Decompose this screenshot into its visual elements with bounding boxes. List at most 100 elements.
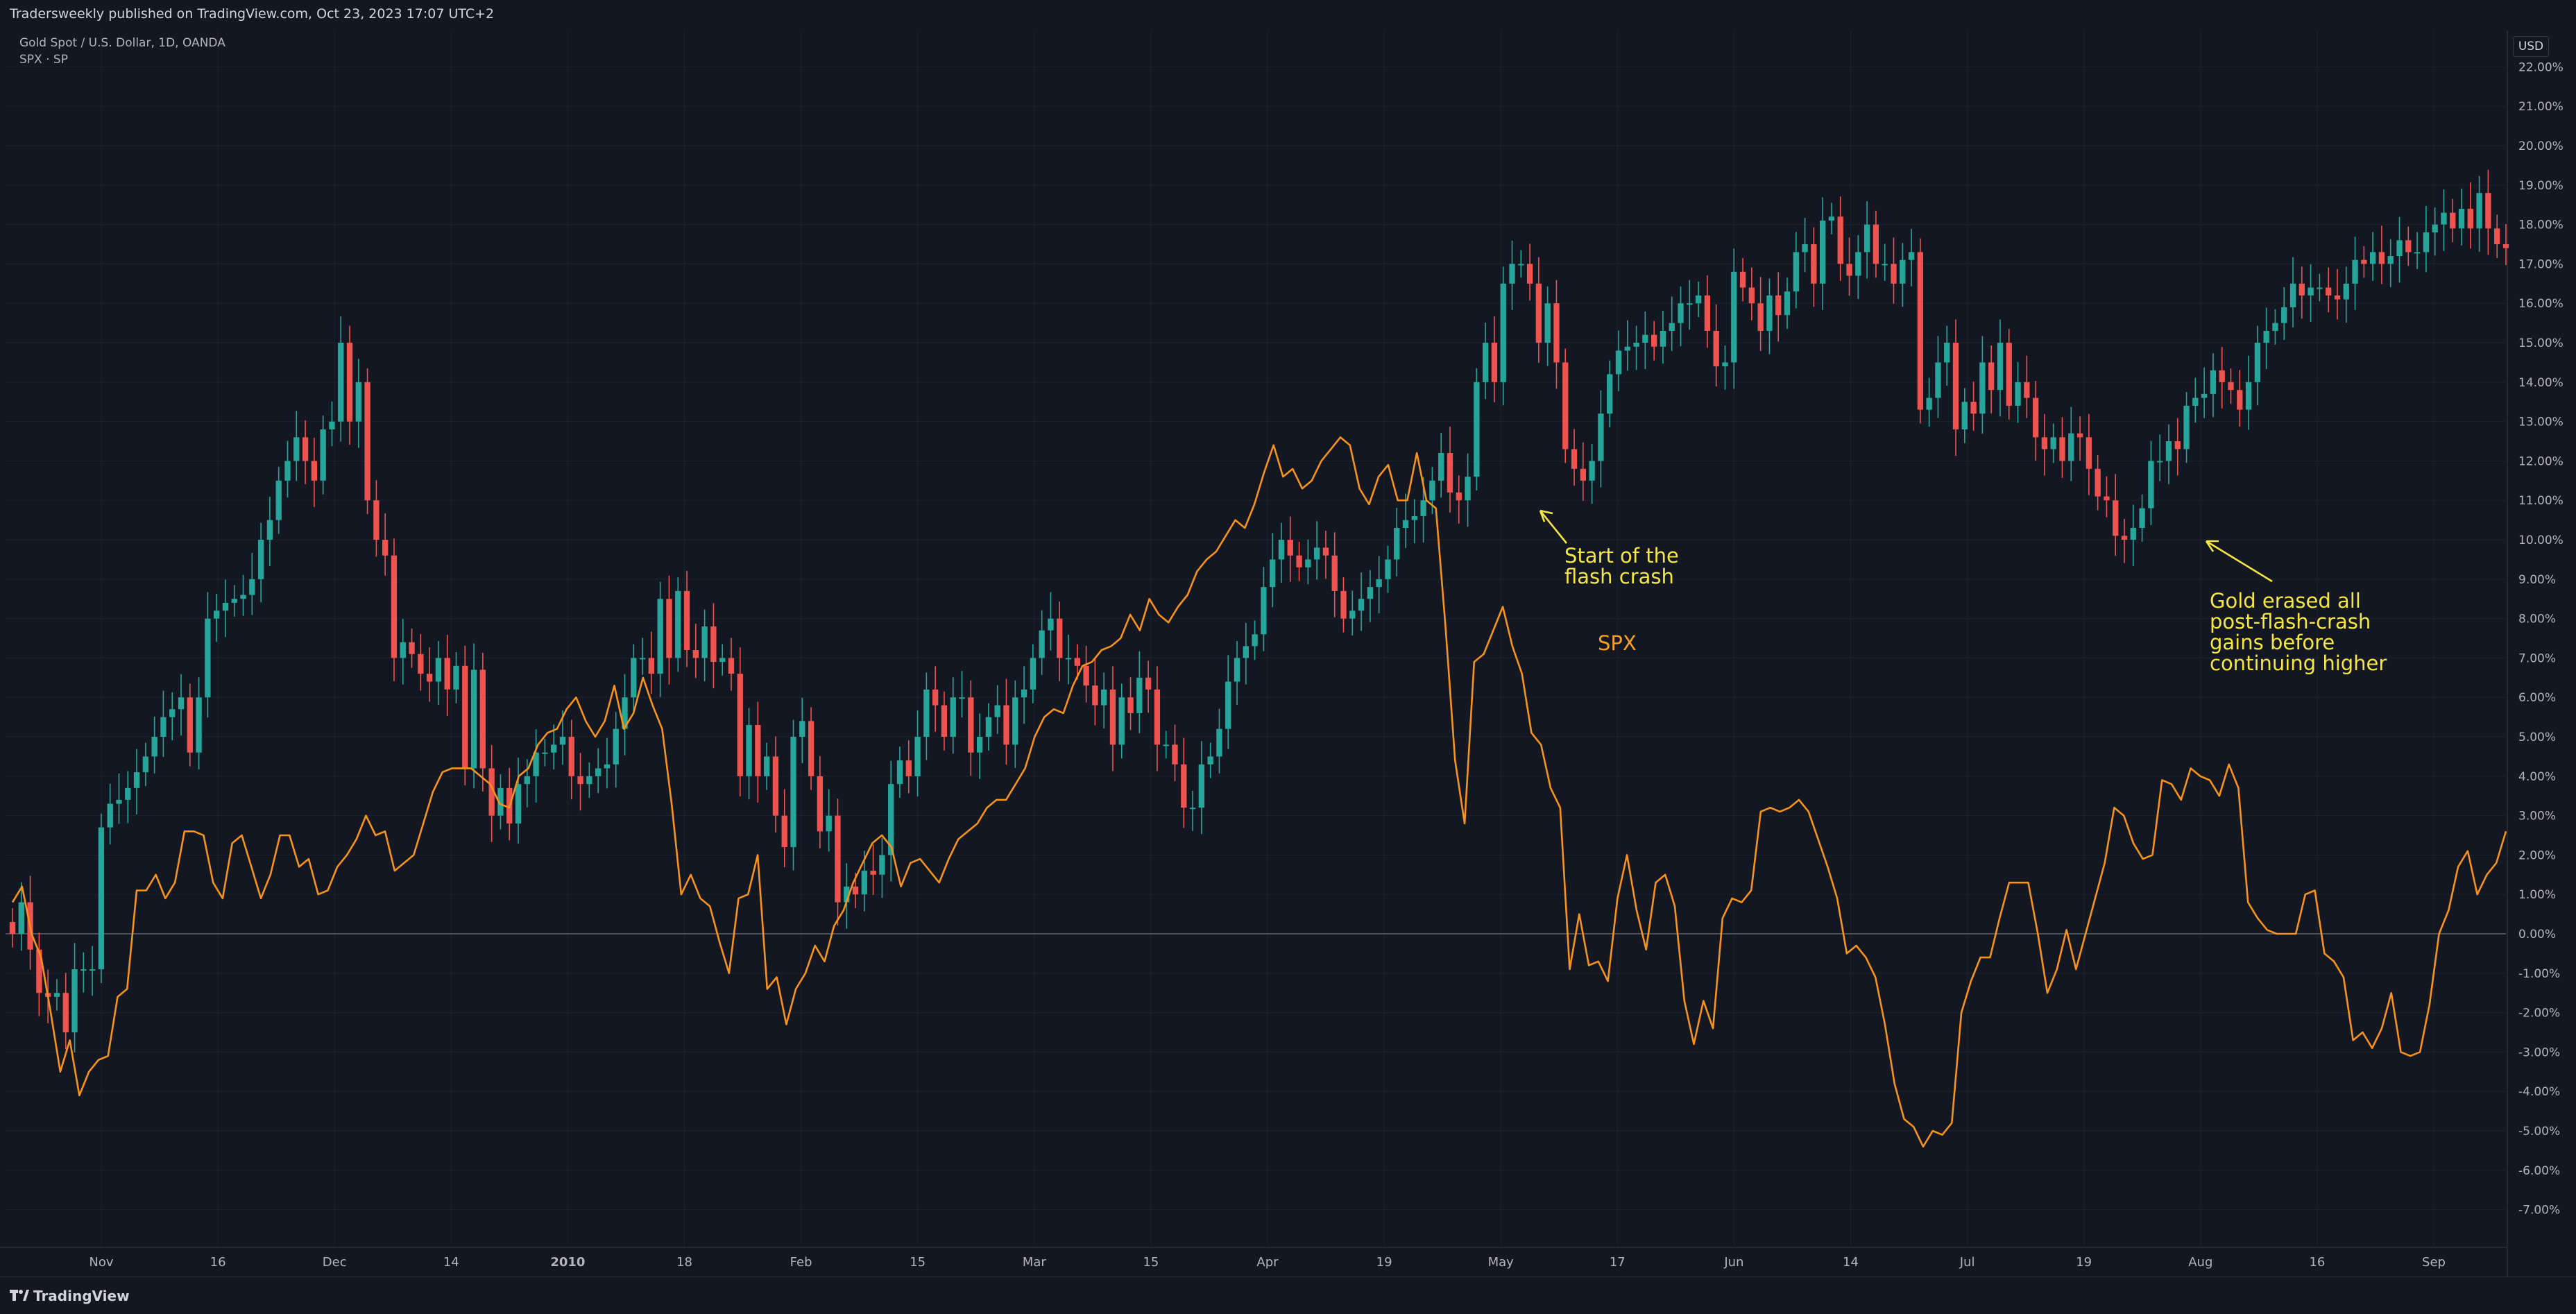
currency-badge[interactable]: USD bbox=[2513, 36, 2549, 57]
candle-body-up bbox=[2476, 193, 2482, 229]
candle-body-up bbox=[861, 871, 868, 895]
candle-body-up bbox=[1163, 744, 1169, 746]
candle-body-down bbox=[302, 437, 309, 461]
candle-body-up bbox=[1189, 808, 1196, 810]
x-tick-label: 2010 bbox=[550, 1255, 585, 1270]
candle bbox=[959, 671, 965, 718]
candle bbox=[329, 401, 335, 447]
x-tick-label: Jun bbox=[1723, 1255, 1743, 1270]
candle-body-up bbox=[338, 343, 344, 422]
candle-body-up bbox=[1518, 264, 1524, 266]
candle-body-up bbox=[2139, 508, 2145, 528]
candle-body-up bbox=[1411, 515, 1417, 520]
candle bbox=[364, 368, 370, 515]
brand-name[interactable]: TradingView bbox=[33, 1288, 130, 1304]
candle bbox=[666, 575, 672, 685]
symbol-legend[interactable]: Gold Spot / U.S. Dollar, 1D, OANDA bbox=[19, 36, 225, 50]
candle bbox=[1828, 203, 1835, 234]
y-tick-label: -2.00% bbox=[2518, 1007, 2560, 1021]
candle-body-up bbox=[1695, 295, 1702, 304]
candle bbox=[2272, 309, 2278, 345]
candle-body-down bbox=[835, 815, 841, 903]
candle-body-down bbox=[1145, 677, 1152, 690]
candle bbox=[1722, 345, 1728, 390]
candle bbox=[302, 420, 309, 484]
price-axis[interactable]: 22.00% 21.00% 20.00% 19.00% 18.00% 17.00% 16.0… bbox=[2518, 60, 2564, 1217]
candle-body-down bbox=[781, 815, 787, 848]
candle bbox=[89, 946, 96, 996]
candle-body-up bbox=[2423, 232, 2430, 253]
candle bbox=[1500, 266, 1506, 406]
candle bbox=[1154, 666, 1161, 771]
candle-body-down bbox=[1873, 224, 1879, 264]
candle bbox=[631, 644, 637, 712]
candle-body-down bbox=[1775, 295, 1782, 316]
candle bbox=[2308, 264, 2314, 322]
y-tick-label: 0.00% bbox=[2518, 928, 2556, 941]
candle-body-up bbox=[994, 705, 1000, 717]
candle bbox=[1465, 453, 1471, 527]
candle bbox=[1952, 319, 1959, 457]
candle-body-up bbox=[515, 784, 522, 824]
candle-body-up bbox=[1225, 681, 1231, 729]
candle bbox=[835, 799, 841, 926]
annotation-arrows bbox=[1539, 509, 2273, 583]
candle bbox=[710, 603, 717, 689]
candle bbox=[2263, 307, 2269, 370]
candle bbox=[1074, 644, 1080, 680]
candle bbox=[1048, 592, 1054, 651]
time-axis[interactable]: Nov 16 Dec 14 2010 18 Feb 15 Mar 15 Apr 19 May 17 Jun 1… bbox=[89, 1255, 2446, 1270]
candle bbox=[737, 647, 743, 796]
candle bbox=[400, 619, 406, 685]
candle bbox=[462, 645, 468, 785]
candle-body-down bbox=[1074, 658, 1080, 666]
candle-body-up bbox=[1358, 599, 1365, 611]
candle-body-down bbox=[1172, 744, 1178, 765]
overlay-legend[interactable]: SPX · SP bbox=[19, 53, 68, 67]
tradingview-logo-icon[interactable] bbox=[10, 1288, 29, 1302]
candle-body-down bbox=[1917, 252, 1924, 410]
candle-body-up bbox=[249, 579, 255, 595]
candle bbox=[2183, 392, 2190, 463]
candle-body-up bbox=[2245, 382, 2252, 410]
candle bbox=[160, 690, 167, 757]
candle-body-down bbox=[1739, 271, 1746, 288]
candle bbox=[2334, 268, 2341, 320]
candle bbox=[346, 325, 353, 445]
candle bbox=[1766, 278, 1773, 355]
candle-body-up bbox=[435, 658, 442, 682]
candle-body-up bbox=[196, 697, 202, 753]
candle bbox=[2095, 454, 2101, 511]
x-tick-label: Nov bbox=[89, 1255, 113, 1270]
candle-body-down bbox=[817, 776, 824, 832]
candle bbox=[453, 651, 459, 703]
candle-body-down bbox=[755, 724, 761, 776]
candle bbox=[2281, 287, 2287, 341]
candle-body-down bbox=[1837, 216, 1843, 264]
candle-body-down bbox=[462, 665, 468, 769]
candle-body-down bbox=[683, 590, 690, 651]
candle-body-down bbox=[488, 768, 495, 816]
candle bbox=[2245, 355, 2252, 430]
candle bbox=[2210, 353, 2217, 418]
candle bbox=[941, 691, 948, 751]
candle bbox=[1012, 680, 1018, 768]
candle bbox=[1101, 672, 1107, 729]
candle-body-up bbox=[595, 768, 602, 776]
candle-body-up bbox=[1048, 618, 1054, 631]
candle-body-up bbox=[2210, 370, 2217, 394]
candle bbox=[976, 713, 983, 779]
candle-body-up bbox=[888, 784, 894, 855]
candle bbox=[1650, 321, 1657, 361]
candle-body-down bbox=[2378, 252, 2385, 264]
x-tick-label: 14 bbox=[1843, 1255, 1859, 1270]
candle-body-up bbox=[1136, 677, 1143, 713]
candle bbox=[595, 748, 602, 794]
candle bbox=[1580, 442, 1586, 501]
candle bbox=[559, 710, 566, 765]
candle-body-up bbox=[470, 669, 477, 769]
candle bbox=[1908, 228, 1915, 287]
candle bbox=[2361, 246, 2367, 278]
candle bbox=[1607, 360, 1613, 428]
